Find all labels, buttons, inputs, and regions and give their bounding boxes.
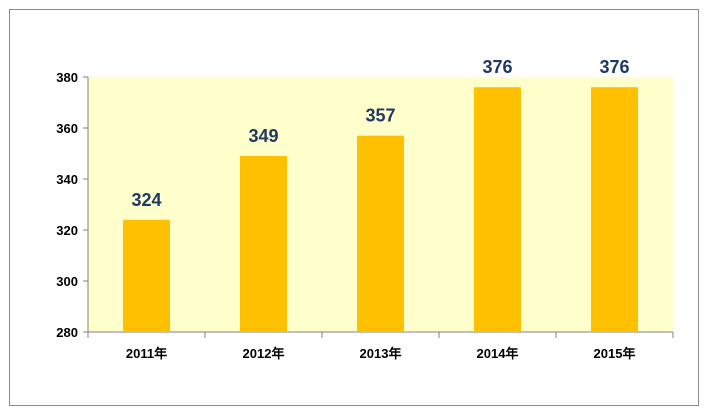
y-tick-label: 380 <box>56 70 78 85</box>
bar-series <box>123 87 638 332</box>
data-label: 376 <box>599 57 629 77</box>
y-tick-label: 360 <box>56 121 78 136</box>
bar <box>240 156 287 332</box>
y-tick-label: 300 <box>56 274 78 289</box>
x-axis: 2011年 2012年 2013年 2014年 2015年 <box>87 331 674 361</box>
y-tick-label: 320 <box>56 223 78 238</box>
x-tick-label: 2014年 <box>477 346 519 361</box>
y-tick-label: 340 <box>56 172 78 187</box>
y-tick-label: 280 <box>56 325 78 340</box>
data-label: 349 <box>248 126 278 146</box>
x-tick-label: 2012年 <box>243 346 285 361</box>
data-label: 376 <box>482 57 512 77</box>
x-tick-label: 2015年 <box>594 346 636 361</box>
data-label: 357 <box>365 106 395 126</box>
bar <box>474 87 521 332</box>
data-labels: 324 349 357 376 376 <box>131 57 629 210</box>
x-tick-label: 2013年 <box>360 346 402 361</box>
bar <box>123 219 170 332</box>
data-label: 324 <box>131 190 161 210</box>
bar <box>591 87 638 332</box>
x-tick-label: 2011年 <box>126 346 167 361</box>
y-axis: 280 300 320 340 360 380 <box>56 70 89 340</box>
bar <box>357 135 404 332</box>
